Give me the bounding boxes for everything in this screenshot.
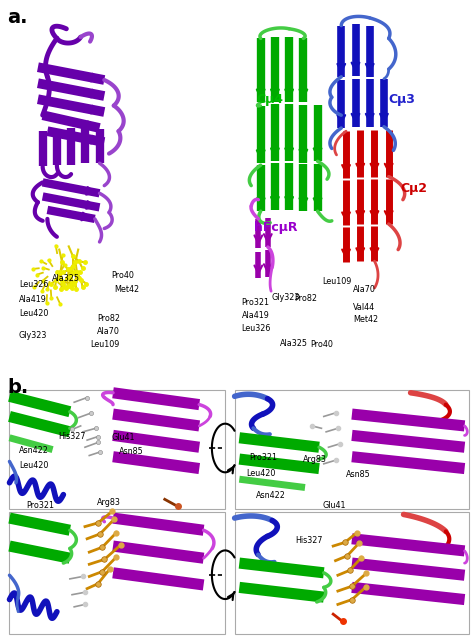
Text: Asn85: Asn85 [346, 470, 371, 479]
Text: Pro321: Pro321 [26, 501, 54, 510]
Text: Val44: Val44 [353, 303, 375, 312]
FancyBboxPatch shape [9, 390, 225, 509]
Text: Leu420: Leu420 [19, 309, 48, 318]
Text: b.: b. [7, 378, 28, 397]
Text: Met42: Met42 [114, 285, 139, 294]
Text: Pro321: Pro321 [242, 298, 270, 307]
Text: Pro321: Pro321 [249, 453, 277, 462]
Text: Pro40: Pro40 [310, 340, 333, 349]
FancyBboxPatch shape [235, 390, 469, 509]
Text: Arg83: Arg83 [97, 498, 121, 507]
Text: Leu109: Leu109 [90, 340, 119, 349]
Text: Asn422: Asn422 [256, 492, 286, 500]
Text: Ala419: Ala419 [242, 311, 270, 320]
Text: Cμ3: Cμ3 [389, 93, 416, 106]
Text: Asn85: Asn85 [118, 447, 143, 456]
Text: Glu41: Glu41 [111, 433, 135, 442]
Text: Gly323: Gly323 [271, 293, 300, 302]
Text: Pro82: Pro82 [97, 314, 120, 323]
Text: Cμ2: Cμ2 [401, 182, 428, 195]
Text: Leu326: Leu326 [19, 280, 48, 289]
Text: Ala419: Ala419 [19, 295, 47, 304]
Text: Asn422: Asn422 [19, 446, 49, 455]
Text: Leu420: Leu420 [246, 469, 276, 478]
Text: His327: His327 [295, 536, 322, 545]
Text: Met42: Met42 [353, 315, 378, 324]
Text: Ala70: Ala70 [353, 285, 376, 294]
Text: hFcμR: hFcμR [254, 221, 297, 234]
Text: Cμ4: Cμ4 [256, 93, 283, 106]
FancyBboxPatch shape [9, 512, 225, 634]
Text: Ala325: Ala325 [52, 274, 80, 283]
Text: Ala325: Ala325 [280, 339, 308, 348]
Text: His327: His327 [58, 432, 85, 441]
Text: Pro40: Pro40 [111, 271, 134, 280]
Text: Gly323: Gly323 [19, 332, 47, 340]
Text: Ala70: Ala70 [97, 327, 120, 336]
Text: Glu41: Glu41 [322, 501, 346, 510]
Text: Pro82: Pro82 [294, 294, 317, 303]
Text: a.: a. [7, 8, 27, 27]
Text: Leu326: Leu326 [242, 324, 271, 333]
Text: Leu420: Leu420 [19, 461, 48, 470]
Text: Leu109: Leu109 [322, 277, 352, 286]
FancyBboxPatch shape [235, 512, 469, 634]
Text: Arg83: Arg83 [303, 455, 327, 464]
